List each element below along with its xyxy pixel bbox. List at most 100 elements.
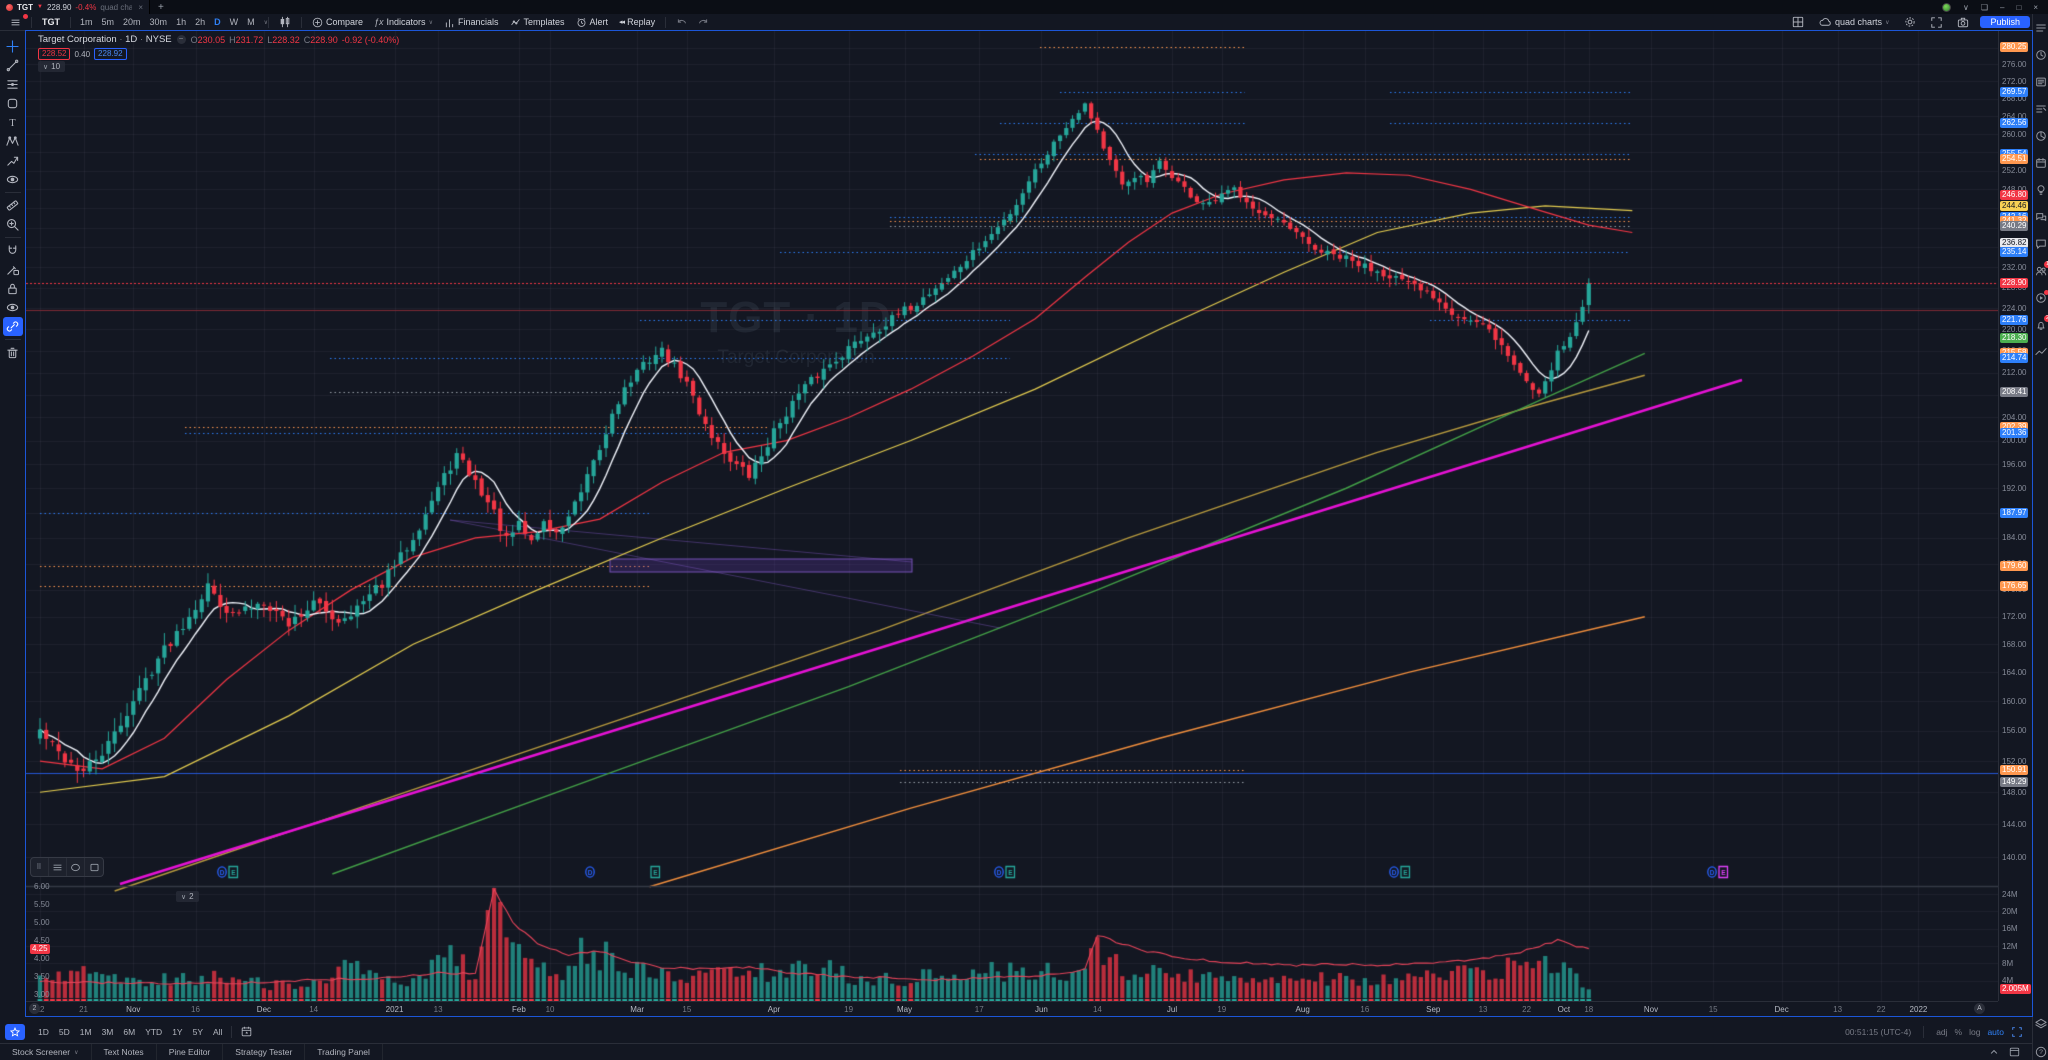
floating-drawing-toolbar[interactable]: ⠿ xyxy=(30,857,104,877)
price-scale[interactable]: 140.00 144.00 148.00 152.00 156.00 160.00 164.… xyxy=(1998,31,2032,1001)
price-badge-214.74[interactable]: 214.74 xyxy=(2000,352,2029,363)
window-layout-icon[interactable]: ❏ xyxy=(1980,2,1989,12)
trend-line-tool[interactable] xyxy=(3,56,23,75)
rect-tool-icon[interactable] xyxy=(85,858,103,876)
cloud-layout-button[interactable]: quad charts ∨ xyxy=(1815,17,1893,27)
compare-button[interactable]: Compare xyxy=(308,17,367,28)
maximize-button[interactable]: □ xyxy=(2016,2,2022,12)
ask-price[interactable]: 228.92 xyxy=(94,48,127,60)
panel-window-icon[interactable] xyxy=(2009,1047,2020,1057)
range-5Y[interactable]: 5Y xyxy=(192,1026,203,1037)
help-icon[interactable]: ? xyxy=(2035,1046,2047,1058)
indicators-button[interactable]: ƒx Indicators ∨ xyxy=(374,17,433,27)
alerts-icon[interactable] xyxy=(2035,49,2047,61)
range-YTD[interactable]: YTD xyxy=(145,1026,163,1037)
marks-eye-tool[interactable] xyxy=(3,170,23,189)
bid-price[interactable]: 228.52 xyxy=(38,48,71,60)
timeframe-30m[interactable]: 30m xyxy=(149,17,168,27)
replay-button[interactable]: ◂◂ Replay xyxy=(619,17,656,27)
notifications-icon[interactable]: 2 xyxy=(2035,315,2048,331)
chart-style-button[interactable] xyxy=(275,16,295,28)
price-badge-218.30[interactable]: 218.30 xyxy=(2000,333,2029,344)
maximize-pane-icon[interactable] xyxy=(2012,1026,2022,1037)
fib-retracement-tool[interactable] xyxy=(3,75,23,94)
timeframe-5m[interactable]: 5m xyxy=(101,17,115,27)
price-badge-176.65[interactable]: 176.65 xyxy=(2000,580,2029,591)
price-badge-246.80[interactable]: 246.80 xyxy=(2000,189,2029,200)
lines-style-icon[interactable] xyxy=(49,858,67,876)
browser-tab[interactable]: TGT ▼ 228.90 -0.4% quad cha × xyxy=(0,0,150,14)
goto-date-button[interactable] xyxy=(236,1026,257,1037)
sync-drawings-tool[interactable] xyxy=(2,317,23,336)
crosshair-tool[interactable] xyxy=(3,37,23,56)
measure-tool[interactable] xyxy=(3,196,23,215)
zoom-in-tool[interactable] xyxy=(3,215,23,234)
status-item-trading-panel[interactable]: Trading Panel xyxy=(305,1044,383,1060)
remove-drawings-tool[interactable] xyxy=(3,343,23,362)
community-icon[interactable]: 1 xyxy=(2035,261,2048,277)
drag-handle-icon[interactable]: ⠿ xyxy=(31,858,49,876)
pane2-collapsed-chip[interactable]: ∨ 2 xyxy=(176,891,199,902)
object-tree-icon[interactable] xyxy=(2035,1018,2047,1030)
price-badge-240.29[interactable]: 240.29 xyxy=(2000,221,2029,232)
price-badge-269.57[interactable]: 269.57 xyxy=(2000,86,2029,97)
price-badge-208.41[interactable]: 208.41 xyxy=(2000,387,2029,398)
price-badge-201.36[interactable]: 201.36 xyxy=(2000,427,2029,438)
settings-gear-icon[interactable] xyxy=(1900,16,1920,28)
minimize-button[interactable]: – xyxy=(2000,2,2005,12)
timeframe-W[interactable]: W xyxy=(229,17,239,27)
new-tab-button[interactable]: + xyxy=(158,1,164,13)
ellipse-tool-icon[interactable] xyxy=(67,858,85,876)
time-axis[interactable]: 12 21 Nov 16 Dec 14 2021 13 Feb 10 Mar 15 Apr 19 May 17… xyxy=(26,1001,1998,1016)
status-item-stock-screener[interactable]: Stock Screener ∨ xyxy=(0,1044,92,1060)
auto-scale-button[interactable]: A xyxy=(1974,1003,1985,1014)
publish-button[interactable]: Publish xyxy=(1980,16,2030,28)
calendar-icon[interactable] xyxy=(2035,157,2047,169)
text-tool[interactable]: T xyxy=(3,113,23,132)
drawing-lock-tool[interactable] xyxy=(3,260,23,279)
price-badge-150.91[interactable]: 150.91 xyxy=(2000,764,2029,775)
undo-button[interactable] xyxy=(672,17,691,28)
range-6M[interactable]: 6M xyxy=(123,1026,136,1037)
price-badge-187.97[interactable]: 187.97 xyxy=(2000,508,2029,519)
price-badge-262.56[interactable]: 262.56 xyxy=(2000,117,2029,128)
status-item-text-notes[interactable]: Text Notes xyxy=(92,1044,157,1060)
timeframe-chevron-icon[interactable]: ∨ xyxy=(263,19,268,26)
menu-button[interactable] xyxy=(6,13,28,28)
status-item-strategy-tester[interactable]: Strategy Tester xyxy=(223,1044,306,1060)
watchlist-icon[interactable] xyxy=(2035,22,2047,34)
range-1M[interactable]: 1M xyxy=(79,1026,92,1037)
tab-close-icon[interactable]: × xyxy=(138,2,143,12)
price-badge-254.51[interactable]: 254.51 xyxy=(2000,154,2029,165)
symbol-button[interactable]: TGT xyxy=(42,17,60,27)
favorites-star-button[interactable] xyxy=(5,1023,25,1040)
price-badge-179.60[interactable]: 179.60 xyxy=(2000,561,2029,572)
timeframe-1m[interactable]: 1m xyxy=(80,17,93,27)
chevron-down-icon[interactable]: ∨ xyxy=(1963,2,1969,12)
clock-utc[interactable]: 00:51:15 (UTC-4) xyxy=(1845,1026,1912,1037)
range-All[interactable]: All xyxy=(213,1026,223,1037)
close-button[interactable]: × xyxy=(2033,2,2038,12)
chart-widget[interactable]: TGT · 1D Target Corporation Target Corpo… xyxy=(25,30,2033,1017)
range-1Y[interactable]: 1Y xyxy=(172,1026,183,1037)
notes-icon[interactable] xyxy=(2035,103,2047,115)
fullscreen-icon[interactable] xyxy=(1927,16,1946,28)
screenshot-camera-icon[interactable] xyxy=(1953,17,1973,28)
timeframe-20m[interactable]: 20m xyxy=(123,17,141,27)
shapes-tool[interactable] xyxy=(3,94,23,113)
lock-all-tool[interactable] xyxy=(3,279,23,298)
collapsed-indicators-chip[interactable]: ∨ 10 xyxy=(38,61,66,72)
price-badge-244.46[interactable]: 244.46 xyxy=(2000,201,2029,212)
legend-title[interactable]: Target Corporation · 1D · NYSE xyxy=(38,34,172,45)
financials-button[interactable]: Financials xyxy=(445,17,499,27)
chart-canvas[interactable] xyxy=(26,31,1998,1001)
public-chats-icon[interactable] xyxy=(2035,211,2047,223)
price-badge-235.14[interactable]: 235.14 xyxy=(2000,246,2029,257)
timeframe-1h[interactable]: 1h xyxy=(176,17,187,27)
scale-button-%[interactable]: % xyxy=(1954,1026,1963,1037)
forecast-tool[interactable] xyxy=(3,151,23,170)
timeframe-D[interactable]: D xyxy=(214,17,221,27)
xabcd-pattern-tool[interactable] xyxy=(3,132,23,151)
magnet-tool[interactable] xyxy=(3,241,23,260)
alert-button[interactable]: Alert xyxy=(572,17,613,28)
